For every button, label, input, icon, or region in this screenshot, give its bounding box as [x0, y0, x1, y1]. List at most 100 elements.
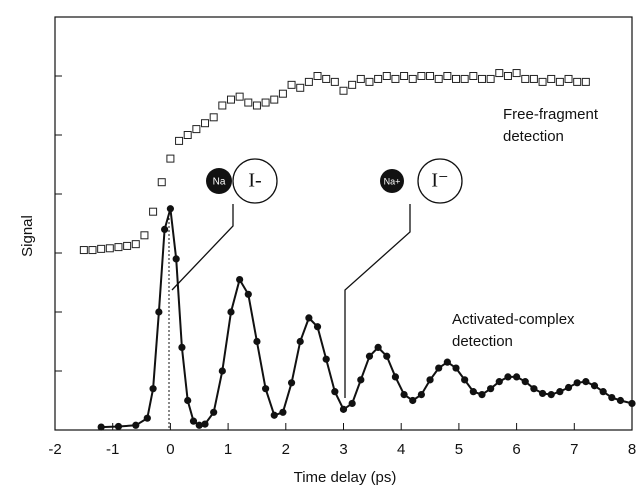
molecule-icons: Na I- Na+ I⁻	[168, 158, 463, 430]
point	[382, 72, 391, 80]
point	[140, 231, 149, 240]
point	[313, 323, 322, 331]
point	[608, 393, 616, 402]
point	[195, 421, 203, 429]
point	[434, 74, 443, 83]
x-tick-label: 8	[628, 441, 636, 458]
point	[443, 358, 451, 366]
point	[417, 391, 425, 399]
point	[261, 98, 270, 107]
molecule-label: Na+	[384, 176, 401, 186]
x-tick-label: 2	[282, 441, 290, 458]
series	[97, 205, 636, 431]
point	[114, 243, 123, 252]
point	[313, 72, 322, 80]
point	[244, 290, 252, 298]
point	[175, 136, 184, 145]
point	[296, 83, 305, 92]
point	[487, 385, 495, 393]
point	[201, 119, 210, 128]
point	[573, 77, 582, 86]
point	[227, 308, 235, 316]
annotation: detection	[452, 333, 513, 350]
point	[330, 77, 339, 86]
point	[365, 352, 374, 360]
point	[503, 72, 512, 80]
point	[564, 74, 573, 83]
point	[244, 98, 253, 107]
point	[521, 74, 530, 83]
i-circle	[417, 158, 463, 204]
point	[538, 77, 547, 86]
point	[305, 314, 313, 322]
point	[538, 389, 547, 398]
point	[88, 246, 97, 255]
point	[304, 77, 313, 86]
na-circle	[380, 169, 404, 193]
point	[590, 382, 599, 390]
point	[157, 178, 166, 187]
x-tick-label: 5	[455, 441, 463, 458]
point	[262, 385, 270, 393]
point	[339, 86, 348, 95]
point	[235, 92, 244, 101]
point	[79, 246, 88, 255]
point	[192, 125, 201, 134]
point	[478, 391, 486, 399]
point	[172, 255, 180, 263]
point	[581, 77, 590, 86]
point	[582, 378, 590, 386]
point	[391, 373, 400, 381]
point	[287, 80, 296, 89]
point	[461, 376, 469, 384]
molecule-label: I⁻	[431, 170, 448, 192]
point	[469, 72, 478, 80]
point	[278, 89, 287, 98]
point	[495, 378, 503, 386]
point	[226, 95, 235, 104]
point	[426, 376, 434, 384]
point	[512, 69, 521, 78]
point	[236, 275, 244, 284]
pointer-line	[171, 204, 234, 291]
point	[123, 241, 132, 250]
point	[435, 364, 443, 372]
point	[143, 414, 151, 422]
point	[504, 373, 512, 381]
point	[252, 101, 261, 110]
point	[183, 131, 192, 139]
point	[322, 355, 330, 363]
point	[400, 391, 408, 399]
point	[547, 74, 556, 83]
point	[279, 408, 287, 416]
annotation: Activated-complex	[452, 311, 575, 328]
point	[408, 74, 417, 83]
x-tick-label: 4	[397, 441, 405, 458]
point	[161, 225, 169, 233]
point	[599, 388, 607, 396]
i-circle	[232, 158, 278, 204]
point	[452, 74, 461, 83]
point	[383, 352, 391, 360]
point	[178, 343, 186, 351]
point	[365, 77, 374, 86]
point	[400, 72, 409, 80]
point	[166, 205, 174, 213]
point	[270, 95, 279, 104]
x-tick-label: 3	[339, 441, 347, 458]
point	[556, 388, 564, 396]
point	[97, 244, 106, 253]
point	[339, 405, 348, 413]
point	[166, 154, 175, 163]
x-tick-label: 1	[224, 441, 232, 458]
x-tick-label: 6	[512, 441, 520, 458]
point	[521, 378, 529, 386]
point	[477, 74, 486, 83]
x-tick-label: 0	[166, 441, 174, 458]
point	[374, 343, 382, 351]
molecule-label: I-	[248, 170, 261, 192]
point	[547, 391, 555, 399]
point	[555, 77, 564, 86]
annotation: Free-fragment	[503, 106, 599, 123]
